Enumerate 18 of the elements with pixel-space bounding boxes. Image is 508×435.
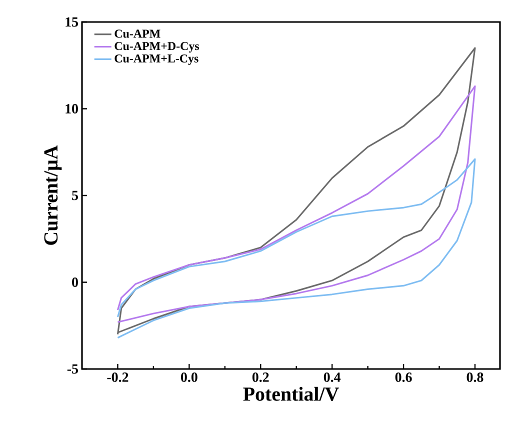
- x-tick-label: 0.8: [466, 372, 484, 382]
- y-axis-title: Current/μA: [44, 145, 62, 245]
- legend-label: Cu-APM: [114, 30, 160, 38]
- x-tick-label: 0.6: [395, 372, 412, 382]
- legend-label: Cu-APM+D-Cys: [114, 42, 200, 53]
- y-tick-label: 5: [72, 190, 78, 200]
- line-series: [116, 158, 476, 339]
- y-tick-label: 15: [66, 17, 78, 27]
- line-series: [116, 85, 476, 323]
- legend-label: Cu-APM+L-Cys: [114, 54, 198, 65]
- x-tick-label: 0.0: [180, 372, 198, 382]
- x-tick-label: 0.2: [252, 372, 269, 382]
- x-tick-label: 0.4: [324, 372, 341, 382]
- x-tick-label: -0.2: [107, 372, 128, 382]
- y-tick-label: 10: [66, 104, 78, 114]
- y-tick-label: -5: [67, 364, 78, 374]
- y-tick-label: 0: [72, 278, 78, 287]
- x-axis-title: Potential/V: [243, 386, 339, 401]
